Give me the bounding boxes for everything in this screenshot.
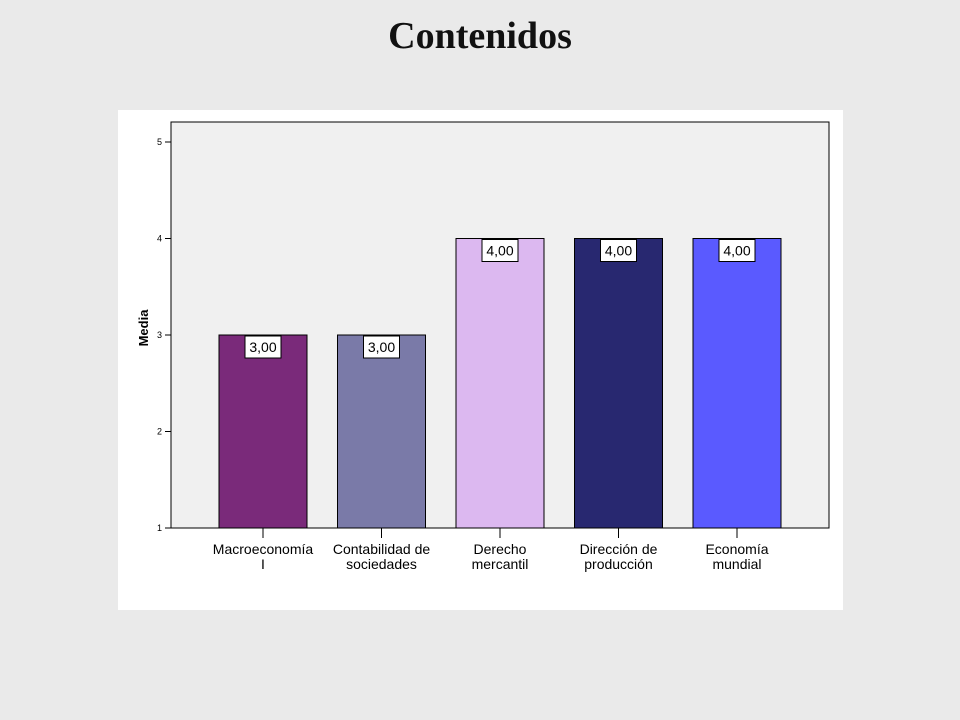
x-tick-label: Contabilidad de sociedades (333, 541, 431, 572)
value-label: 3,00 (368, 339, 395, 355)
bar-chart: 1 2 3 4 5 3,00 3,00 4,00 4,00 4,00 Macroeconomía… (136, 121, 830, 572)
x-tick-label: Macroeconomía I (213, 541, 314, 572)
y-tick-label: 3 (157, 330, 162, 340)
page-title: Contenidos (388, 15, 572, 57)
x-tick-label: Economía mundial (705, 541, 768, 572)
x-tick-label-line: Contabilidad de (333, 541, 431, 557)
value-label: 4,00 (486, 243, 513, 259)
bar (218, 334, 308, 529)
x-axis: Macroeconomía I Contabilidad de sociedades D… (213, 528, 769, 572)
bar (574, 238, 663, 529)
bar (692, 238, 782, 529)
x-tick-label-line: Derecho (474, 541, 527, 557)
bar (455, 238, 545, 529)
y-axis-label: Media (136, 309, 151, 347)
x-tick-label-line: mundial (712, 556, 761, 572)
x-tick-label-line: sociedades (346, 556, 417, 572)
y-tick-label: 1 (157, 523, 162, 533)
x-tick-label-line: Economía (705, 541, 768, 557)
value-label-box (244, 335, 282, 359)
y-tick-label: 2 (157, 427, 162, 437)
y-tick-label: 5 (157, 137, 162, 147)
value-label-box (481, 239, 519, 262)
chart-panel: 1 2 3 4 5 3,00 3,00 4,00 4,00 4,00 Macroeconomía… (118, 110, 843, 610)
y-tick-label: 4 (157, 234, 162, 244)
x-tick-label-line: Dirección de (580, 541, 658, 557)
value-label-box (600, 239, 637, 262)
x-tick-label: Dirección de producción (580, 541, 658, 572)
value-label: 3,00 (249, 339, 276, 355)
y-axis: 1 2 3 4 5 (157, 137, 171, 533)
x-tick-label: Derecho mercantil (472, 541, 529, 572)
bar (337, 334, 426, 529)
value-label: 4,00 (605, 243, 632, 259)
value-label: 4,00 (723, 243, 750, 259)
value-label-box (363, 335, 400, 359)
bars: 3,00 3,00 4,00 4,00 4,00 (218, 238, 782, 529)
x-tick-label-line: I (261, 556, 265, 572)
x-tick-label-line: mercantil (472, 556, 529, 572)
x-tick-label-line: producción (584, 556, 653, 572)
value-label-box (718, 239, 756, 262)
x-tick-label-line: Macroeconomía (213, 541, 314, 557)
